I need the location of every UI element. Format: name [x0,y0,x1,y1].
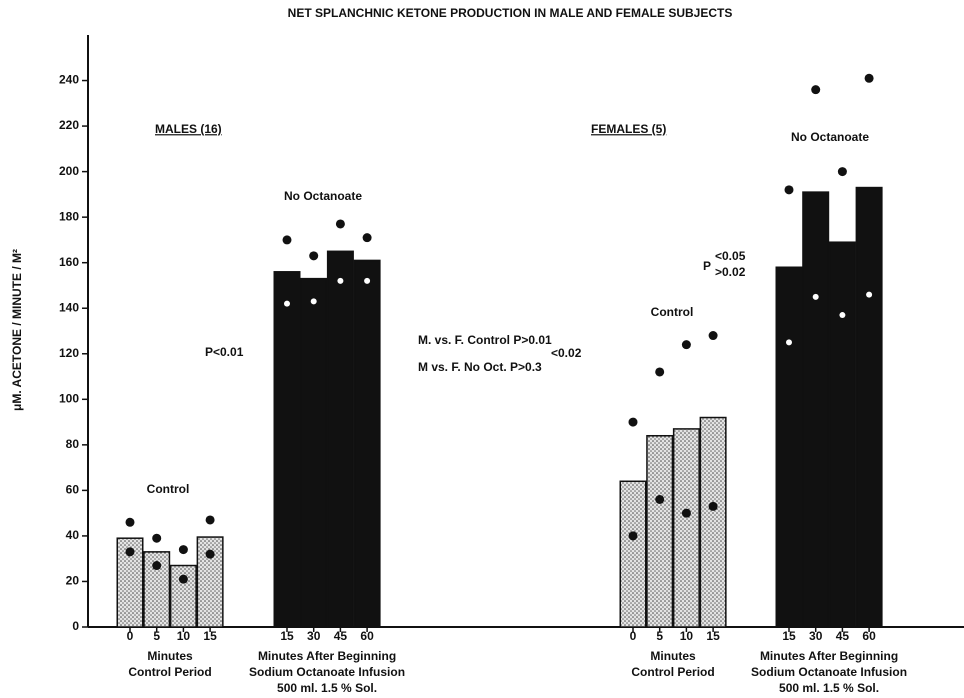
y-axis-label: μM. ACETONE / MINUTE / M² [10,249,24,411]
x-tick-label: 15 [706,629,720,643]
lower-dot [364,277,371,284]
bar [855,186,883,628]
x-tick-label: 60 [862,629,876,643]
x-tick-label: 0 [127,629,134,643]
upper-dot [681,340,691,350]
x-tick-label: 45 [334,629,348,643]
bar [699,416,727,628]
x-tick-label: 45 [836,629,850,643]
lower-dot [786,339,792,346]
annotation: FEMALES (5) [591,122,666,136]
annotation: MALES (16) [155,122,222,136]
annotation: P [703,259,711,273]
x-group-label: 500 ml. 1.5 % Sol. [277,681,377,695]
lower-dot [178,574,188,584]
x-group-label: Minutes [650,649,696,663]
y-tick-label: 40 [66,528,80,542]
y-tick-label: 140 [59,300,79,314]
annotation: M. vs. F. Control P>0.01 [418,333,552,347]
bar [619,480,647,628]
annotation: <0.02 [551,346,582,360]
upper-dot [125,517,135,527]
bar [672,428,700,628]
y-tick-label: 180 [59,209,79,223]
upper-dot [309,251,319,261]
annotation: <0.05 [715,249,746,263]
y-tick-label: 80 [66,437,80,451]
annotation: No Octanoate [284,189,362,203]
lower-dot [205,549,215,559]
upper-dot [655,367,665,377]
x-group-label: Control Period [631,665,714,679]
annotation: Control [651,305,694,319]
x-tick-label: 30 [307,629,321,643]
bar [802,191,830,628]
y-tick-label: 60 [66,483,80,497]
x-tick-label: 10 [177,629,191,643]
upper-dot [837,167,847,177]
x-tick-label: 10 [680,629,694,643]
annotation: M vs. F. No Oct. P>0.3 [418,360,542,374]
lower-dot [310,298,317,305]
bar [273,271,301,628]
y-tick-label: 0 [72,619,79,633]
lower-dot [708,501,718,511]
lower-dot [337,277,344,284]
y-tick-label: 20 [66,574,80,588]
upper-dot [708,331,718,341]
bar [828,241,856,628]
lower-dot [839,312,846,319]
x-tick-label: 60 [360,629,374,643]
upper-dot [205,515,215,525]
upper-dot [811,85,821,95]
y-tick-label: 100 [59,391,79,405]
lower-dot [866,291,873,298]
x-group-label: Minutes [147,649,193,663]
x-tick-label: 30 [809,629,823,643]
chart-title: NET SPLANCHNIC KETONE PRODUCTION IN MALE… [288,6,733,20]
x-tick-label: 5 [656,629,663,643]
x-group-label: Sodium Octanoate Infusion [751,665,907,679]
x-group-label: Sodium Octanoate Infusion [249,665,405,679]
upper-dot [152,533,162,543]
x-tick-label: 15 [280,629,294,643]
bar [326,250,354,628]
x-group-label: Minutes After Beginning [258,649,396,663]
y-tick-label: 200 [59,164,79,178]
x-group-label: 500 ml. 1.5 % Sol. [779,681,879,695]
bar [353,259,381,628]
lower-dot [125,547,135,557]
x-tick-label: 0 [630,629,637,643]
x-group-label: Control Period [128,665,211,679]
y-tick-label: 240 [59,73,79,87]
upper-dot [282,235,292,245]
annotation: Control [147,482,190,496]
x-group-label: Minutes After Beginning [760,649,898,663]
upper-dot [784,185,794,195]
lower-dot [152,561,162,571]
annotation: No Octanoate [791,130,869,144]
upper-dot [178,545,188,555]
x-tick-label: 15 [203,629,217,643]
bar [300,277,328,628]
upper-dot [864,73,874,83]
lower-dot [812,293,819,300]
bar [775,266,803,628]
y-tick-label: 120 [59,346,79,360]
lower-dot [681,508,691,518]
x-tick-label: 5 [153,629,160,643]
y-tick-label: 220 [59,118,79,132]
upper-dot [335,219,345,229]
bar [646,434,674,628]
annotation: P<0.01 [205,345,244,359]
annotation: >0.02 [715,265,746,279]
x-tick-label: 15 [782,629,796,643]
y-tick-label: 160 [59,255,79,269]
lower-dot [284,300,290,307]
upper-dot [362,233,372,243]
upper-dot [628,417,638,427]
lower-dot [628,531,638,541]
lower-dot [655,494,665,504]
